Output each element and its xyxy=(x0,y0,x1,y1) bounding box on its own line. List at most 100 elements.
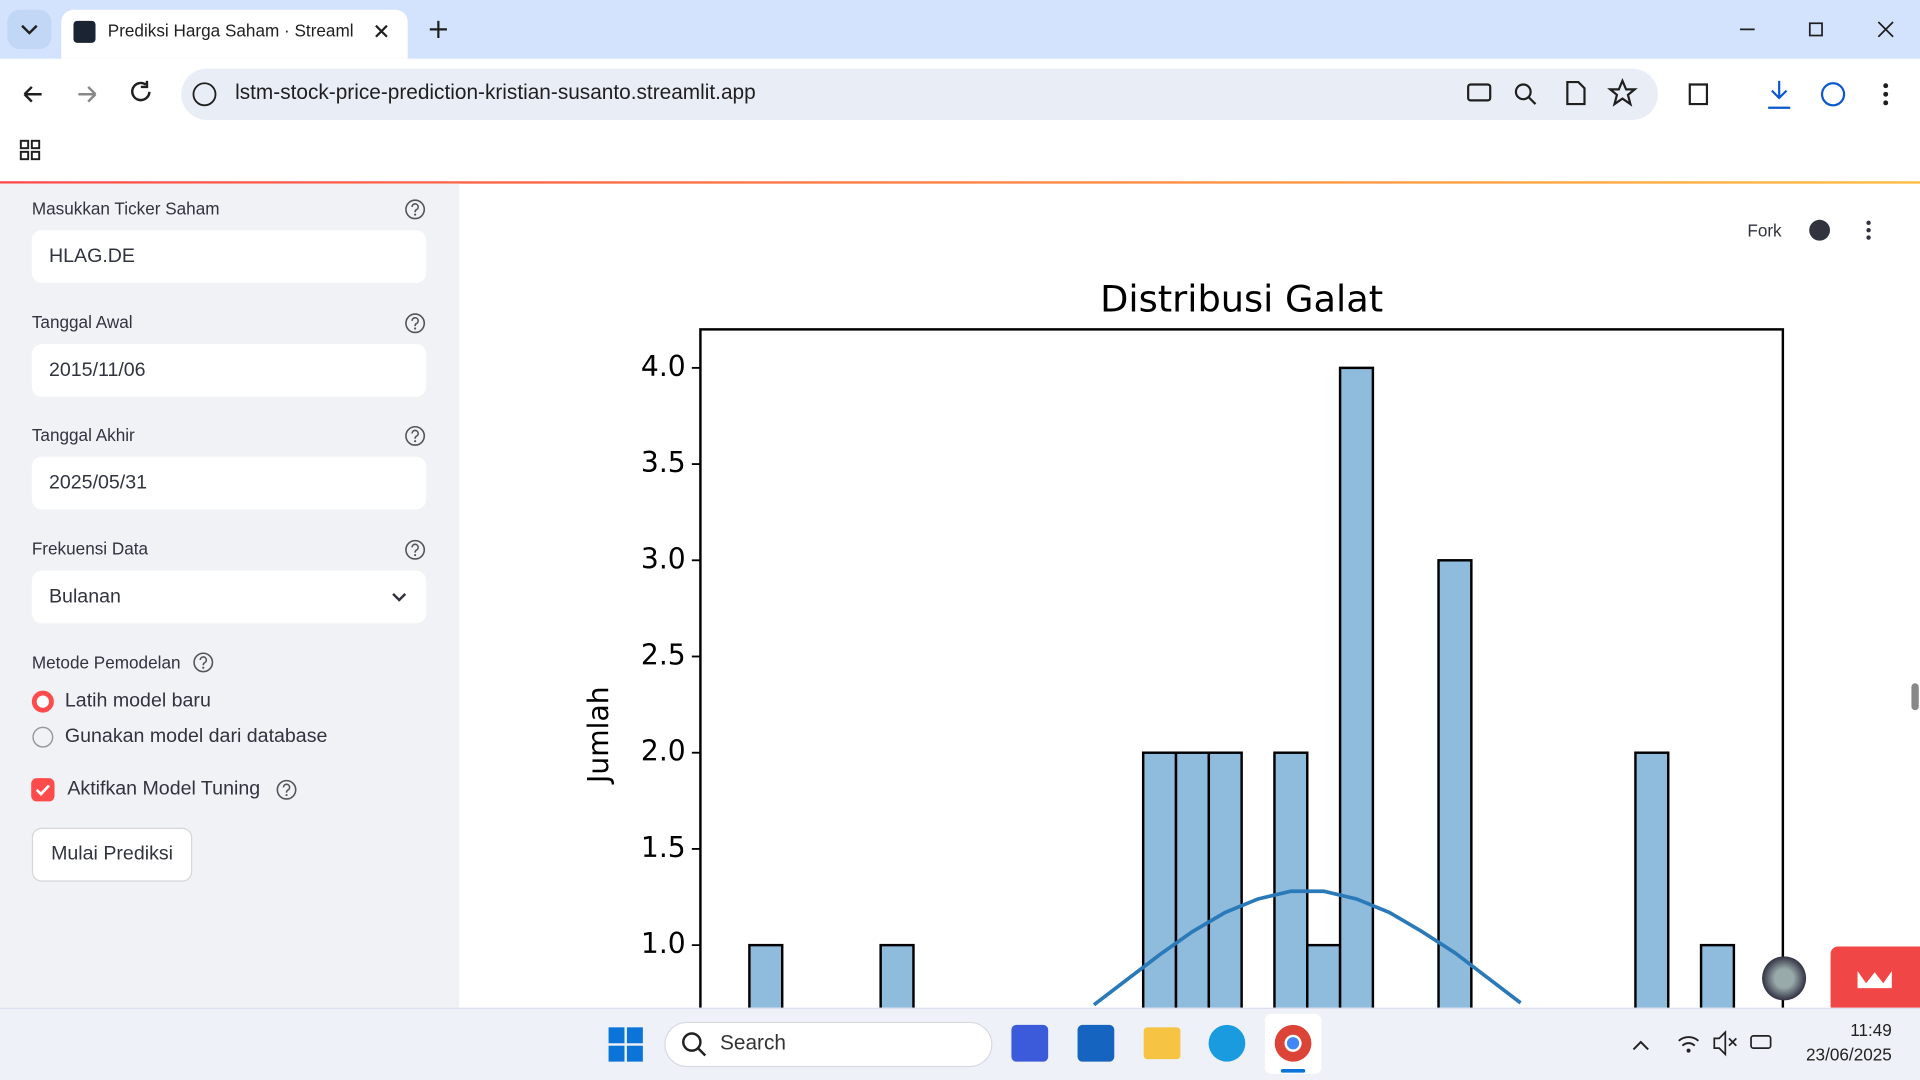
y-axis-label: Jumlah xyxy=(582,686,615,785)
url[interactable]: lstm-stock-price-prediction-kristian-sus… xyxy=(235,80,756,105)
decoration xyxy=(0,181,1920,184)
y-tick-label: 2.5 xyxy=(641,639,686,672)
radio-option[interactable]: Gunakan model dari database xyxy=(64,726,328,747)
new-tab[interactable] xyxy=(429,20,447,38)
help-icon[interactable] xyxy=(192,651,214,673)
apps[interactable] xyxy=(19,139,41,161)
app[interactable] xyxy=(1011,1024,1049,1062)
radio-option[interactable]: Latih model baru xyxy=(64,690,211,712)
tab-icons xyxy=(7,9,1894,49)
button[interactable]: Mulai Prediksi xyxy=(31,827,193,882)
radio-label: Metode Pemodelan xyxy=(31,652,181,673)
help-circle xyxy=(193,652,214,673)
help-glyph xyxy=(411,429,419,439)
checkbox-box xyxy=(31,778,55,802)
field-label: Masukkan Ticker Saham xyxy=(31,198,220,218)
help-icon[interactable] xyxy=(276,779,298,801)
help-dot xyxy=(414,553,417,557)
text-input[interactable]: 2015/11/06 xyxy=(31,343,427,397)
search-box[interactable] xyxy=(664,1021,993,1068)
help-dot xyxy=(202,666,205,669)
bar xyxy=(1174,751,1211,1008)
help-circle xyxy=(405,312,426,333)
active-tab[interactable]: Prediksi Harga Saham · Streaml xyxy=(61,9,408,59)
help-icon[interactable] xyxy=(404,425,426,447)
help-icon[interactable] xyxy=(404,539,426,561)
text-input[interactable]: HLAG.DE xyxy=(31,230,427,283)
help-glyph xyxy=(199,656,208,666)
chevron xyxy=(392,593,407,602)
checkbox[interactable] xyxy=(31,778,55,802)
omnibox[interactable] xyxy=(181,68,1658,121)
text-input[interactable]: 2025/05/31 xyxy=(31,456,427,510)
bar xyxy=(1306,943,1342,1008)
bar xyxy=(1338,366,1375,1008)
avatar[interactable] xyxy=(1762,956,1807,1001)
forward[interactable] xyxy=(78,86,97,103)
checkmark xyxy=(35,784,50,797)
menu[interactable] xyxy=(1883,83,1889,106)
y-tick-label: 3.5 xyxy=(641,446,686,479)
help-icon[interactable] xyxy=(404,198,426,220)
explorer[interactable] xyxy=(1143,1027,1181,1060)
streamlit-badge[interactable] xyxy=(1830,946,1920,1008)
omnibox-actions[interactable] xyxy=(1467,78,1846,109)
close-tab[interactable] xyxy=(372,22,392,42)
help-circle xyxy=(405,425,426,446)
bar xyxy=(1437,559,1473,1008)
bar xyxy=(1634,751,1670,1008)
fork-button[interactable]: Fork xyxy=(1747,220,1782,241)
search-label[interactable]: Search xyxy=(720,1031,786,1055)
help-dot xyxy=(414,213,417,216)
store[interactable] xyxy=(1077,1024,1115,1062)
restore[interactable] xyxy=(1808,22,1823,37)
y-tick-label: 2.0 xyxy=(641,735,686,768)
help-dot xyxy=(285,793,288,797)
help-icon[interactable] xyxy=(404,312,426,334)
kde-line xyxy=(1092,889,1522,1007)
tab-list-button[interactable] xyxy=(7,9,52,49)
toolbar xyxy=(19,68,1889,161)
y-tick-label: 4.0 xyxy=(641,350,686,383)
help-glyph xyxy=(282,783,291,793)
scrollbar[interactable] xyxy=(1911,683,1919,711)
github[interactable] xyxy=(1809,219,1831,241)
back[interactable] xyxy=(23,86,42,103)
close-window[interactable] xyxy=(1877,21,1894,38)
plot-frame xyxy=(699,328,1785,1008)
clock-time[interactable]: 11:49 xyxy=(1850,1020,1892,1040)
field-label: Tanggal Akhir xyxy=(31,424,135,445)
bar xyxy=(879,943,915,1008)
radio-ring xyxy=(32,726,54,748)
y-tick-label: 3.0 xyxy=(641,542,686,575)
help-glyph xyxy=(411,543,419,553)
help-circle xyxy=(405,539,426,560)
help-glyph xyxy=(411,316,419,326)
header-icons xyxy=(1809,219,1871,241)
taskbar-icons xyxy=(608,1013,1772,1074)
clock-date[interactable]: 23/06/2025 xyxy=(1806,1044,1892,1065)
bar xyxy=(748,943,784,1008)
main-menu[interactable] xyxy=(1866,220,1871,240)
select-box[interactable]: Bulanan xyxy=(31,570,427,624)
y-tick-label: 1.0 xyxy=(641,927,686,960)
edge[interactable] xyxy=(1208,1024,1246,1062)
radio[interactable] xyxy=(31,689,55,713)
bar xyxy=(1699,943,1736,1008)
field-label: Frekuensi Data xyxy=(31,538,149,559)
site-info[interactable] xyxy=(192,82,217,107)
help-circle xyxy=(405,199,426,220)
help-glyph xyxy=(411,203,419,213)
radio[interactable] xyxy=(31,725,55,749)
favicon xyxy=(73,20,96,43)
help-circle xyxy=(276,779,297,800)
chart-title: Distribusi Galat xyxy=(1100,278,1383,321)
tab-title: Prediksi Harga Saham · Streaml xyxy=(107,20,354,41)
reload[interactable] xyxy=(131,80,151,102)
start[interactable] xyxy=(608,1027,643,1062)
checkbox-label[interactable]: Aktifkan Model Tuning xyxy=(67,778,261,800)
bar xyxy=(1207,751,1243,1008)
select-chevron xyxy=(392,593,407,602)
